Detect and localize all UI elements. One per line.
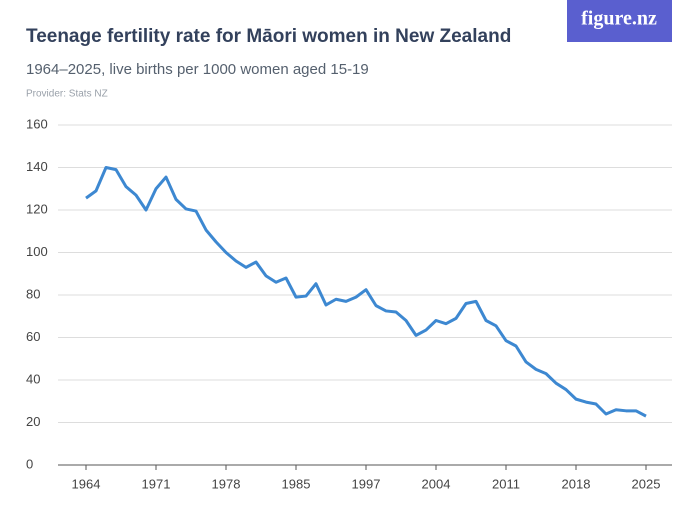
- provider: Provider: Stats NZ: [26, 89, 108, 100]
- x-tick-label: 2025: [632, 476, 661, 491]
- x-tick-label: 2018: [562, 476, 591, 491]
- y-tick-label: 0: [26, 456, 33, 471]
- logo-box: [567, 0, 672, 42]
- x-tick-label: 1997: [352, 476, 381, 491]
- data-line: [85, 166, 647, 418]
- y-tick-label: 60: [26, 329, 40, 344]
- x-tick-label: 1985: [282, 476, 311, 491]
- chart-subtitle: 1964–2025, live births per 1000 women ag…: [26, 61, 369, 78]
- y-tick-label: 20: [26, 414, 40, 429]
- x-tick-label: 2011: [492, 476, 520, 491]
- x-tick-label: 1978: [212, 476, 241, 491]
- logo: figure.nz: [581, 8, 657, 30]
- y-tick-label: 160: [26, 116, 48, 131]
- y-tick-label: 80: [26, 286, 40, 301]
- y-tick-label: 100: [26, 244, 48, 259]
- chart-title: Teenage fertility rate for Māori women i…: [26, 26, 511, 47]
- y-tick-label: 140: [26, 159, 48, 174]
- x-tick-label: 2004: [422, 476, 451, 491]
- x-tick-label: 1971: [142, 476, 171, 491]
- x-tick-label: 1964: [72, 476, 101, 491]
- y-tick-label: 120: [26, 201, 48, 216]
- y-tick-label: 40: [26, 371, 40, 386]
